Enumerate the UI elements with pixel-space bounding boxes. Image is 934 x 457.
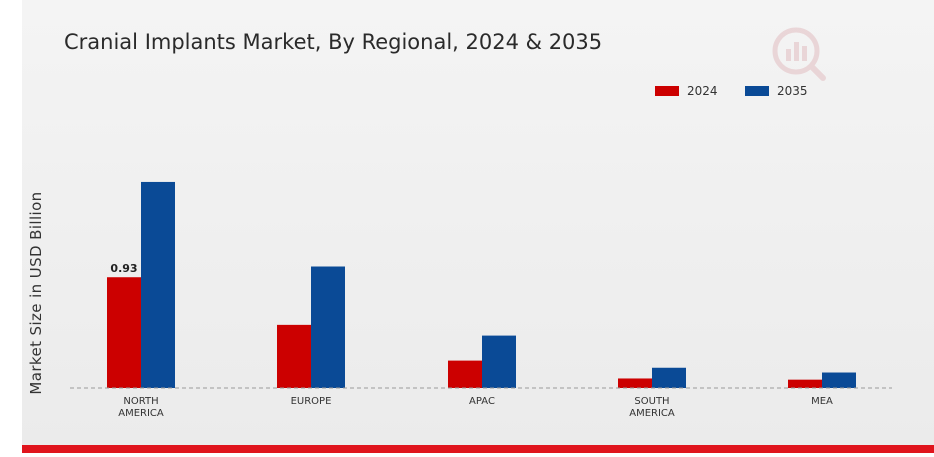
bar-2035-europe (311, 266, 345, 388)
bar-2035-north-america (141, 181, 175, 388)
bar-2024-apac (448, 360, 482, 388)
legend-swatch-2035 (745, 85, 769, 96)
x-tick-label: AMERICA (118, 408, 164, 419)
x-tick-label: NORTH (123, 396, 158, 407)
brand-logo-icon (768, 25, 828, 83)
accent-bar (22, 445, 934, 453)
bar-2035-south-america (652, 367, 686, 388)
x-tick-label: EUROPE (291, 396, 332, 407)
x-tick-label: AMERICA (629, 408, 675, 419)
legend-label-2024: 2024 (687, 83, 718, 98)
x-tick-label: APAC (469, 396, 495, 407)
bar-2024-north-america (107, 277, 141, 388)
data-label: 0.93 (110, 262, 137, 275)
chart-title: Cranial Implants Market, By Regional, 20… (64, 30, 603, 54)
x-tick-label: MEA (811, 396, 833, 407)
legend-swatch-2024 (655, 85, 679, 96)
legend-item-2035: 2035 (745, 80, 808, 99)
bar-2035-mea (822, 372, 856, 388)
x-tick-label: SOUTH (634, 396, 669, 407)
legend-label-2035: 2035 (777, 83, 808, 98)
bar-2035-apac (482, 335, 516, 388)
bar-2024-mea (788, 379, 822, 388)
bar-2024-south-america (618, 378, 652, 388)
bar-2024-europe (277, 324, 311, 388)
legend-item-2024: 2024 (655, 80, 718, 99)
